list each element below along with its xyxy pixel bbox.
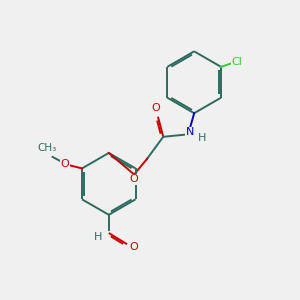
Text: O: O [61,159,69,169]
Text: H: H [93,232,102,242]
Text: O: O [151,103,160,113]
Text: O: O [129,242,138,252]
Text: N: N [186,127,194,137]
Text: Cl: Cl [232,56,243,67]
Text: H: H [198,133,206,142]
Text: O: O [129,174,138,184]
Text: CH₃: CH₃ [38,143,57,153]
